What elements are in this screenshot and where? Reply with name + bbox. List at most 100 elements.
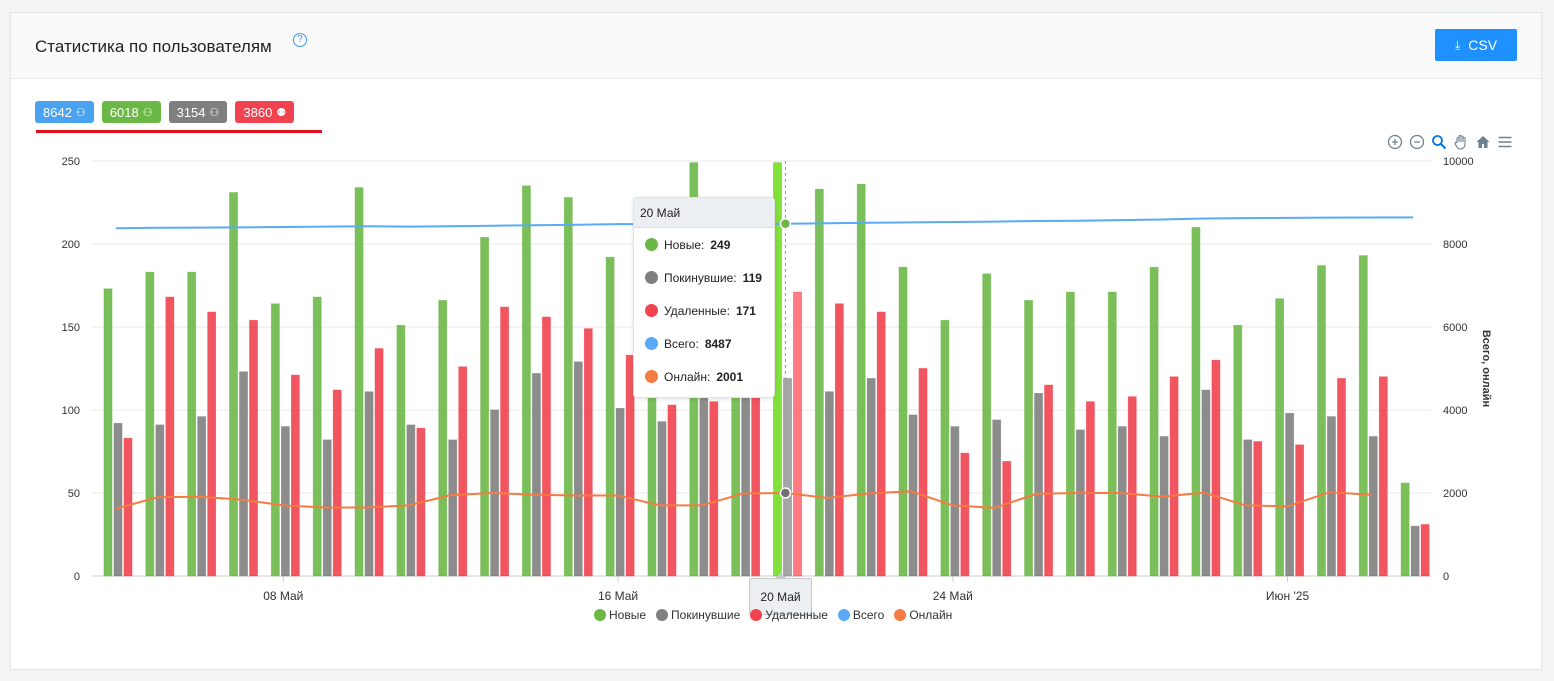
bar-0-7 bbox=[396, 324, 406, 577]
bar-0-15 bbox=[731, 381, 741, 577]
user-remove-icon: ⚉ bbox=[276, 106, 287, 119]
bar-1-31 bbox=[1410, 525, 1420, 577]
y2-axis-label: Всего, онлайн bbox=[1480, 330, 1492, 407]
tooltip-title: 20 Май bbox=[634, 198, 774, 228]
badge-new[interactable]: 6018 ⚇ bbox=[101, 101, 161, 123]
bar-1-1 bbox=[155, 424, 165, 577]
bar-2-19 bbox=[918, 368, 928, 577]
bar-1-27 bbox=[1243, 439, 1253, 577]
legend-item-deleted[interactable]: Удаленные bbox=[750, 608, 828, 622]
legend-item-new[interactable]: Новые bbox=[594, 608, 646, 622]
bar-0-28 bbox=[1275, 298, 1285, 577]
bar-1-15 bbox=[741, 392, 751, 577]
bar-1-24 bbox=[1117, 426, 1127, 577]
bar-1-14 bbox=[699, 384, 709, 577]
badge-total[interactable]: 8642 ⚇ bbox=[35, 101, 94, 123]
bar-2-31 bbox=[1420, 524, 1430, 577]
zoom-in-icon[interactable] bbox=[1386, 133, 1404, 151]
badge-deleted-value: 3860 bbox=[243, 104, 273, 120]
stats-card: Статистика по пользователям ? ⤓ CSV 8642… bbox=[10, 12, 1542, 670]
bar-2-20 bbox=[960, 452, 970, 577]
bar-1-16 bbox=[783, 378, 792, 577]
csv-label: CSV bbox=[1468, 37, 1498, 53]
card-header: Статистика по пользователям ? ⤓ CSV bbox=[11, 13, 1541, 79]
bar-2-9 bbox=[500, 306, 509, 577]
bar-0-19 bbox=[898, 266, 908, 577]
y2-tick-label: 2000 bbox=[1443, 488, 1467, 500]
bar-2-2 bbox=[207, 311, 217, 577]
bar-0-11 bbox=[563, 197, 573, 577]
bar-0-30 bbox=[1358, 255, 1368, 577]
bar-2-25 bbox=[1169, 376, 1179, 577]
bar-0-10 bbox=[522, 185, 531, 577]
bar-0-26 bbox=[1191, 226, 1201, 577]
bar-2-6 bbox=[374, 348, 384, 577]
bar-2-24 bbox=[1127, 396, 1137, 577]
bar-1-19 bbox=[908, 414, 918, 577]
badge-new-value: 6018 bbox=[109, 104, 139, 120]
tooltip-row-deleted: Удаленные: 171 bbox=[634, 294, 774, 327]
bar-2-13 bbox=[667, 404, 677, 577]
chart-tooltip: 20 Май Новые: 249 Покинувшие: 119 Удаленны… bbox=[633, 197, 775, 398]
bar-2-18 bbox=[876, 311, 886, 577]
tooltip-row-left: Покинувшие: 119 bbox=[634, 261, 774, 294]
tooltip-row-online: Онлайн: 2001 bbox=[634, 360, 774, 393]
bar-2-4 bbox=[290, 374, 300, 577]
bar-0-24 bbox=[1107, 291, 1117, 577]
y-tick-label: 0 bbox=[74, 571, 80, 583]
x-crosshair-label: 20 Май bbox=[749, 572, 812, 615]
bar-1-21 bbox=[992, 419, 1002, 577]
pan-hand-icon[interactable] bbox=[1452, 133, 1470, 151]
bar-1-7 bbox=[406, 424, 416, 577]
bar-1-11 bbox=[573, 361, 583, 577]
bar-1-20 bbox=[950, 426, 960, 577]
y2-tick-label: 8000 bbox=[1443, 239, 1467, 251]
bar-2-1 bbox=[165, 296, 175, 577]
question-circle-icon[interactable]: ? bbox=[293, 33, 307, 47]
bar-2-11 bbox=[583, 328, 593, 577]
legend-item-total[interactable]: Всего bbox=[837, 608, 884, 622]
bar-2-10 bbox=[542, 316, 551, 577]
bar-2-30 bbox=[1378, 376, 1388, 577]
page-title: Статистика по пользователям bbox=[35, 37, 272, 56]
bar-0-8 bbox=[438, 300, 448, 577]
bar-0-2 bbox=[187, 271, 197, 577]
bar-0-31 bbox=[1400, 482, 1410, 577]
badge-left[interactable]: 3154 ⚇ bbox=[168, 101, 228, 123]
y-tick-label: 250 bbox=[62, 156, 80, 168]
csv-export-button[interactable]: ⤓ CSV bbox=[1435, 29, 1517, 61]
bar-1-12 bbox=[615, 407, 625, 577]
badge-deleted[interactable]: 3860 ⚉ bbox=[235, 101, 295, 123]
x-tick-label: 16 Май bbox=[598, 589, 638, 603]
bar-2-14 bbox=[709, 401, 719, 577]
bar-1-17 bbox=[824, 391, 834, 577]
legend-item-left[interactable]: Покинувшие bbox=[656, 608, 740, 622]
bar-2-21 bbox=[1002, 461, 1012, 577]
menu-icon[interactable] bbox=[1496, 133, 1514, 151]
y-tick-label: 50 bbox=[68, 488, 80, 500]
bar-2-8 bbox=[458, 366, 468, 577]
zoom-out-icon[interactable] bbox=[1408, 133, 1426, 151]
legend-item-online[interactable]: Онлайн bbox=[894, 608, 952, 622]
bar-1-26 bbox=[1201, 389, 1211, 577]
user-icon: ⚇ bbox=[209, 106, 220, 119]
magnifier-icon[interactable] bbox=[1430, 133, 1448, 151]
y2-tick-label: 6000 bbox=[1443, 322, 1467, 334]
bar-0-6 bbox=[354, 187, 364, 577]
bar-1-10 bbox=[532, 373, 541, 577]
bar-1-18 bbox=[866, 378, 876, 577]
home-icon[interactable] bbox=[1474, 133, 1492, 151]
bar-1-4 bbox=[280, 426, 290, 577]
bar-1-0 bbox=[113, 422, 123, 577]
bar-0-1 bbox=[145, 271, 155, 577]
bar-1-8 bbox=[448, 439, 458, 577]
y2-tick-label: 0 bbox=[1443, 571, 1449, 583]
series-line-1 bbox=[115, 490, 1372, 510]
user-icon: ⚇ bbox=[75, 106, 86, 119]
bar-1-28 bbox=[1285, 412, 1295, 577]
user-icon: ⚇ bbox=[142, 106, 153, 119]
summary-badges: 8642 ⚇ 6018 ⚇ 3154 ⚇ 3860 ⚉ bbox=[35, 101, 295, 123]
bar-1-13 bbox=[657, 421, 667, 577]
bar-0-12 bbox=[605, 256, 615, 577]
bar-2-27 bbox=[1253, 441, 1263, 577]
